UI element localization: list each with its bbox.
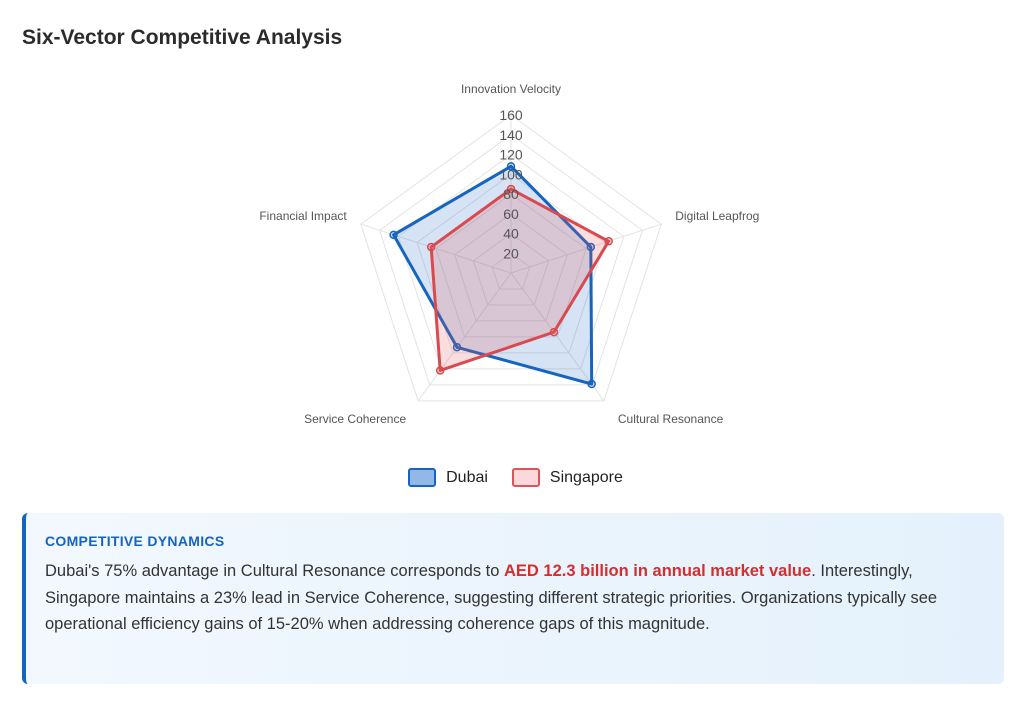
tick-label-20: 20 bbox=[503, 245, 519, 261]
callout-text-after: . Interestingly, Singapore maintains a 2… bbox=[45, 562, 938, 633]
grid-ring-1 bbox=[491, 252, 531, 290]
legend-item-singapore[interactable]: Singapore bbox=[511, 468, 623, 487]
radar-ticks: 20 40 60 80 100 120 140 160 bbox=[499, 107, 523, 261]
series-area-singapore bbox=[429, 187, 611, 372]
point-singapore-0[interactable] bbox=[506, 184, 516, 194]
legend-label-dubai: Dubai bbox=[446, 468, 488, 486]
spoke-2 bbox=[510, 272, 605, 402]
page-title: Six-Vector Competitive Analysis bbox=[22, 26, 343, 49]
grid-ring-7 bbox=[378, 134, 644, 386]
radar-axis-labels: Innovation Velocity Digital Leapfrog Cultu… bbox=[259, 82, 759, 426]
radar-series bbox=[389, 162, 613, 389]
point-dubai-3[interactable] bbox=[452, 343, 462, 352]
tick-label-100: 100 bbox=[499, 166, 523, 182]
legend-label-singapore: Singapore bbox=[549, 468, 623, 486]
point-dubai-0[interactable] bbox=[506, 162, 516, 171]
callout-text-before: Dubai's 75% advantage in Cultural Resona… bbox=[45, 562, 505, 580]
chart-legend: Dubai Singapore bbox=[0, 468, 1031, 487]
competitive-dynamics-callout: COMPETITIVE DYNAMICS Dubai's 75% advanta… bbox=[22, 513, 1004, 684]
tick-label-160: 160 bbox=[499, 107, 523, 123]
radar-chart: 20 40 60 80 100 120 140 160 Innovation Velocity… bbox=[259, 82, 759, 426]
point-singapore-2[interactable] bbox=[549, 327, 559, 337]
series-area-dubai bbox=[392, 164, 594, 386]
point-dubai-4[interactable] bbox=[389, 230, 398, 240]
radar-spokes bbox=[360, 115, 662, 402]
grid-ring-8 bbox=[360, 114, 662, 402]
axis-label-digital-leapfrog: Digital Leapfrog bbox=[675, 209, 759, 223]
grid-ring-4 bbox=[435, 193, 587, 338]
tick-label-140: 140 bbox=[499, 127, 523, 143]
point-dubai-2[interactable] bbox=[587, 379, 596, 389]
legend-swatch-dubai bbox=[408, 468, 437, 487]
tick-label-120: 120 bbox=[499, 147, 523, 163]
grid-ring-2 bbox=[472, 232, 550, 306]
tick-label-40: 40 bbox=[503, 226, 519, 242]
callout-body: Dubai's 75% advantage in Cultural Resona… bbox=[45, 558, 984, 638]
axis-label-cultural-resonance: Cultural Resonance bbox=[618, 412, 724, 426]
axis-label-innovation-velocity: Innovation Velocity bbox=[461, 82, 561, 96]
grid-ring-3 bbox=[454, 213, 568, 322]
point-singapore-1[interactable] bbox=[604, 237, 613, 246]
point-dubai-1[interactable] bbox=[586, 242, 596, 252]
axis-label-financial-impact: Financial Impact bbox=[259, 209, 347, 223]
point-singapore-3[interactable] bbox=[435, 366, 445, 375]
tick-label-60: 60 bbox=[503, 206, 519, 222]
legend-item-dubai[interactable]: Dubai bbox=[408, 468, 488, 487]
callout-highlight: AED 12.3 billion in annual market value bbox=[504, 562, 812, 580]
spoke-1 bbox=[510, 223, 662, 274]
point-singapore-4[interactable] bbox=[426, 242, 436, 252]
spoke-3 bbox=[417, 272, 512, 402]
spoke-4 bbox=[360, 223, 512, 274]
legend-swatch-singapore bbox=[511, 468, 540, 487]
tick-label-80: 80 bbox=[503, 186, 519, 202]
axis-label-service-coherence: Service Coherence bbox=[304, 412, 406, 426]
callout-heading: COMPETITIVE DYNAMICS bbox=[45, 533, 225, 549]
radar-grid bbox=[360, 114, 662, 402]
